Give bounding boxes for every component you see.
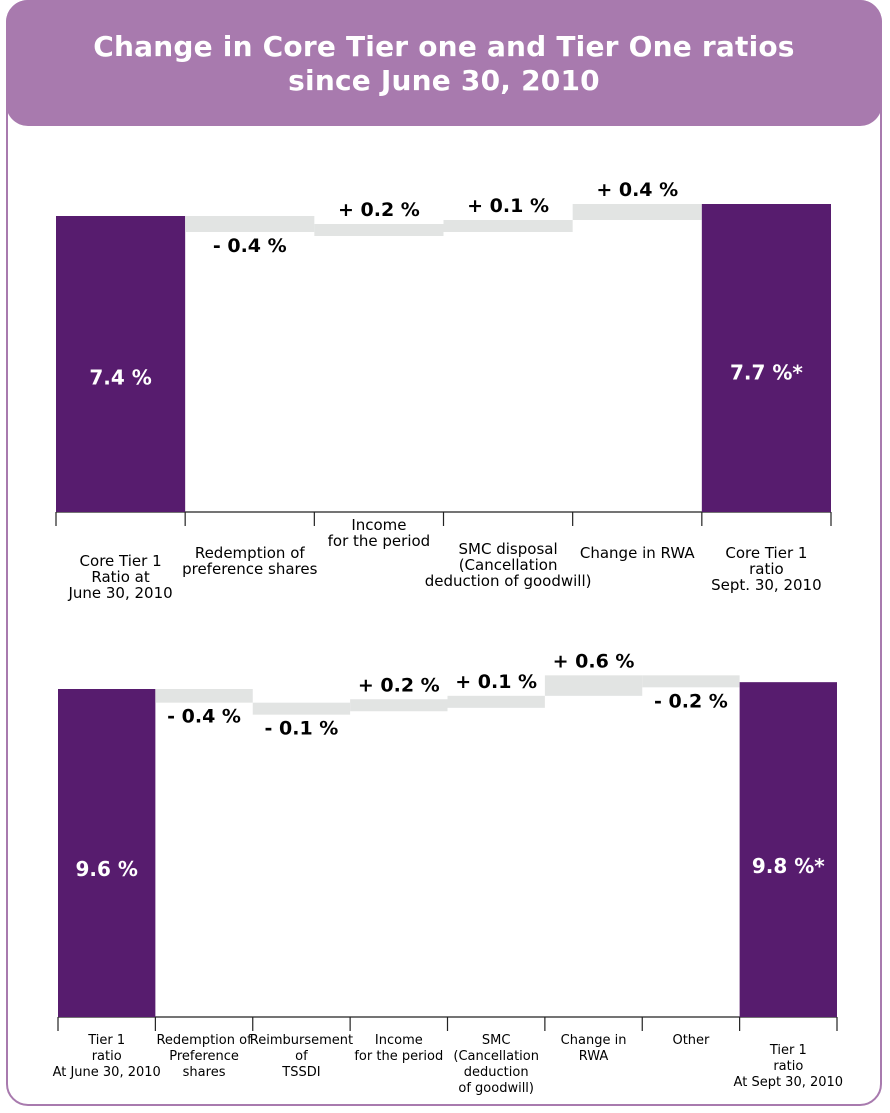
delta-step <box>572 204 702 220</box>
delta-label: - 0.2 % <box>654 690 728 712</box>
total-bar-label: 7.7 %* <box>730 361 803 385</box>
delta-step <box>314 224 444 236</box>
delta-step <box>350 699 448 712</box>
slide-title-line-1: Change in Core Tier one and Tier One rat… <box>93 30 795 63</box>
delta-label: - 0.4 % <box>167 706 241 728</box>
category-label: SMC (Cancellation deduction of goodwill) <box>453 1033 539 1096</box>
total-bar-label: 9.6 % <box>75 857 137 881</box>
delta-label: + 0.6 % <box>553 650 635 672</box>
slide-header: Change in Core Tier one and Tier One rat… <box>6 0 882 126</box>
delta-label: + 0.2 % <box>358 674 440 696</box>
delta-label: + 0.1 % <box>455 671 537 693</box>
category-label: Tier 1 ratio At Sept 30, 2010 <box>734 1043 844 1090</box>
total-bar <box>56 216 186 512</box>
total-bar-label: 9.8 %* <box>752 854 825 878</box>
delta-step <box>642 675 740 688</box>
category-label: Core Tier 1 Ratio at June 30, 2010 <box>67 552 172 602</box>
category-label: Reimbursement of TSSDI <box>250 1033 353 1080</box>
delta-label: + 0.2 % <box>338 199 420 221</box>
category-label: SMC disposal (Cancellation deduction of go… <box>425 540 592 590</box>
category-label: Redemption of Preference shares <box>156 1033 252 1080</box>
category-label: Other <box>672 1033 710 1048</box>
category-label: Tier 1 ratio At June 30, 2010 <box>53 1033 161 1080</box>
delta-step <box>443 220 573 232</box>
category-label: Income for the period <box>354 1033 443 1064</box>
delta-label: - 0.1 % <box>265 718 339 740</box>
category-label: Redemption of preference shares <box>182 544 317 578</box>
category-label: Core Tier 1 ratio Sept. 30, 2010 <box>711 544 822 594</box>
delta-label: - 0.4 % <box>213 235 287 257</box>
category-label: Change in RWA <box>580 544 695 562</box>
total-bar <box>739 682 837 1017</box>
total-bar <box>701 204 831 512</box>
delta-label: + 0.4 % <box>596 179 678 201</box>
total-bar-label: 7.4 % <box>89 366 151 390</box>
delta-step <box>155 689 253 703</box>
category-label: Change in RWA <box>561 1033 627 1064</box>
delta-step <box>185 216 315 232</box>
category-label: Income for the period <box>328 516 431 550</box>
slide-title-line-2: since June 30, 2010 <box>288 64 600 97</box>
delta-step <box>447 695 545 708</box>
delta-label: + 0.1 % <box>467 195 549 217</box>
total-bar <box>58 689 156 1017</box>
delta-step <box>544 675 643 696</box>
delta-step <box>252 702 351 715</box>
